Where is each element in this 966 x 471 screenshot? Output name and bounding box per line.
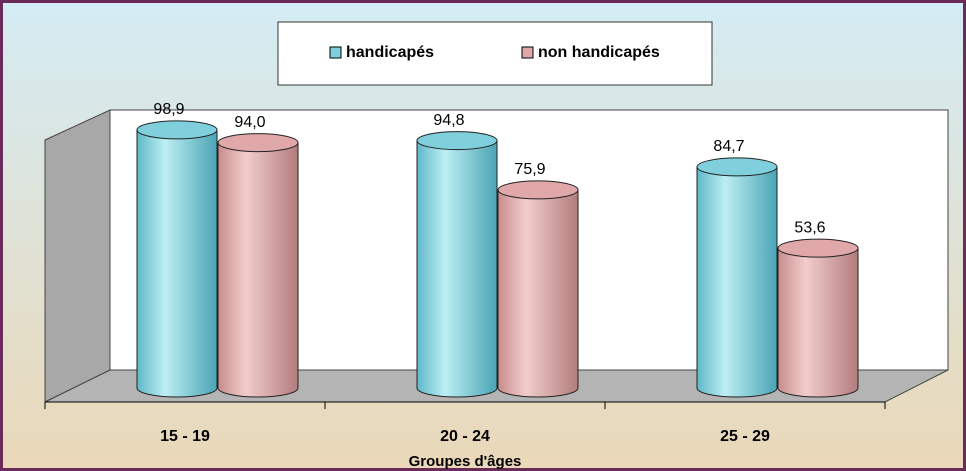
legend-label: handicapés	[346, 44, 434, 61]
data-label: 84,7	[713, 138, 744, 155]
data-label: 53,6	[794, 219, 825, 236]
bar	[136, 120, 218, 398]
bar	[217, 133, 299, 398]
x-tick-label: 20 - 24	[440, 428, 490, 445]
legend-label: non handicapés	[538, 44, 660, 61]
legend-box	[277, 21, 713, 86]
side-wall	[44, 109, 111, 403]
legend-swatch	[521, 46, 534, 59]
bar	[416, 131, 498, 398]
legend-swatch	[329, 46, 342, 59]
bar	[777, 238, 859, 398]
bar	[696, 157, 778, 398]
x-axis-label: Groupes d'âges	[409, 453, 522, 470]
data-label: 98,9	[153, 101, 184, 118]
x-tick-label: 25 - 29	[720, 428, 770, 445]
data-label: 75,9	[514, 161, 545, 178]
bar	[497, 180, 579, 398]
data-label: 94,0	[234, 114, 265, 131]
x-tick-label: 15 - 19	[160, 428, 210, 445]
data-label: 94,8	[433, 112, 464, 129]
